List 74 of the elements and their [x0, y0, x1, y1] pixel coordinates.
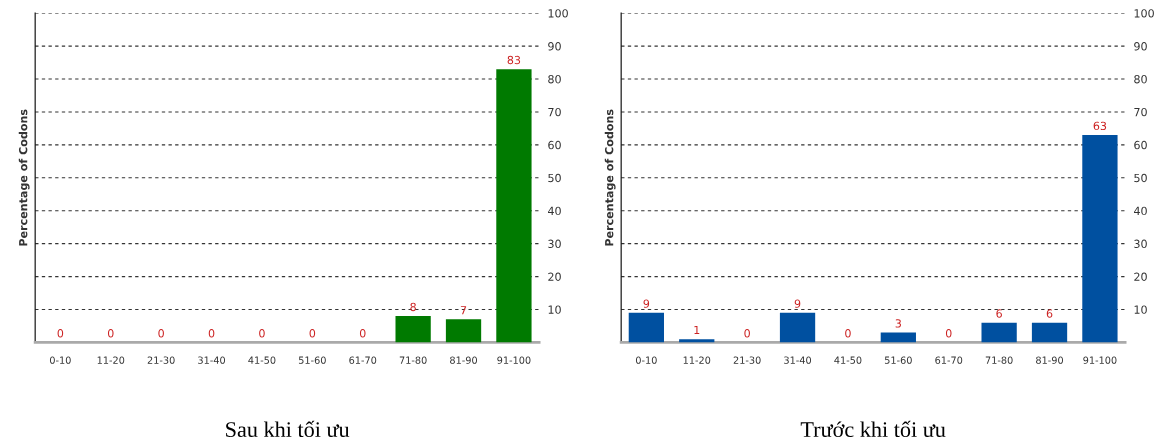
- data-label: 0: [309, 329, 316, 338]
- data-label: 1: [694, 325, 700, 335]
- data-label: 0: [259, 329, 265, 338]
- x-tick-label: 51-60: [884, 356, 912, 364]
- data-label: 0: [57, 329, 64, 338]
- x-tick-label: 41-50: [248, 356, 276, 364]
- bar: [779, 312, 816, 343]
- x-tick-label: 91-100: [1083, 356, 1117, 364]
- y-tick-label: 10: [1134, 305, 1147, 314]
- data-label: 9: [794, 299, 801, 308]
- bar: [1082, 134, 1118, 343]
- data-label: 0: [744, 329, 750, 338]
- y-tick-label: 50: [1134, 173, 1147, 183]
- y-tick-label: 60: [1134, 140, 1147, 150]
- x-tick-label: 71-80: [985, 356, 1013, 364]
- y-tick-label: 90: [548, 42, 561, 51]
- data-label: 9: [643, 299, 650, 308]
- x-tick-label: 61-70: [935, 356, 963, 364]
- bar: [496, 69, 532, 343]
- y-tick-label: 10: [548, 305, 561, 314]
- y-tick-label: 80: [1134, 74, 1147, 84]
- bar: [628, 312, 664, 343]
- data-label: 6: [996, 309, 1002, 318]
- x-tick-label: 71-80: [399, 356, 427, 364]
- data-label: 0: [208, 329, 215, 338]
- text: Trước khi tối ưu: [800, 420, 946, 438]
- data-label: 0: [845, 329, 851, 338]
- data-label: 8: [410, 302, 416, 312]
- data-label: 83: [507, 55, 521, 65]
- y-tick-label: 20: [1134, 272, 1147, 281]
- bar: [880, 332, 916, 343]
- y-tick-label: 30: [1134, 239, 1147, 249]
- y-axis-title: Percentage of Codons: [18, 109, 30, 246]
- data-label: 0: [158, 329, 164, 338]
- y-tick-label: 80: [548, 74, 561, 84]
- y-tick-label: 100: [548, 9, 568, 18]
- x-tick-label: 11-20: [683, 356, 711, 364]
- data-label: 3: [895, 319, 901, 328]
- data-label: 6: [1046, 309, 1053, 318]
- y-tick-label: 40: [548, 206, 561, 216]
- x-tick-label: 0-10: [49, 356, 71, 364]
- y-tick-label: 70: [548, 107, 561, 117]
- x-tick-label: 81-90: [1036, 356, 1064, 364]
- y-tick-label: 90: [1134, 42, 1147, 51]
- text: Sau khi tối ưu: [226, 420, 350, 438]
- x-tick-label: 61-70: [349, 356, 377, 364]
- y-tick-label: 20: [548, 272, 561, 281]
- x-tick-label: 21-30: [147, 356, 175, 364]
- y-axis-title: Percentage of Codons: [604, 109, 616, 246]
- x-tick-label: 0-10: [635, 356, 657, 364]
- data-label: 0: [359, 329, 366, 338]
- x-tick-label: 31-40: [784, 356, 812, 364]
- bar: [679, 339, 715, 343]
- data-label: 0: [107, 329, 114, 338]
- y-tick-label: 70: [1134, 107, 1147, 117]
- data-label: 63: [1093, 121, 1107, 131]
- x-tick-label: 81-90: [450, 356, 478, 364]
- bar: [445, 319, 482, 343]
- y-tick-label: 60: [548, 140, 561, 150]
- x-tick-label: 31-40: [198, 356, 226, 364]
- x-tick-label: 41-50: [834, 356, 862, 364]
- x-tick-label: 21-30: [733, 356, 761, 364]
- data-label: 0: [945, 329, 952, 338]
- x-tick-label: 11-20: [97, 356, 125, 364]
- x-tick-label: 91-100: [497, 356, 531, 364]
- bar: [395, 316, 431, 343]
- y-tick-label: 30: [548, 239, 561, 249]
- data-label: 7: [460, 306, 467, 315]
- y-tick-label: 40: [1134, 206, 1147, 216]
- y-tick-label: 50: [548, 173, 561, 183]
- x-tick-label: 51-60: [298, 356, 326, 364]
- bar: [981, 322, 1017, 343]
- bar: [1031, 322, 1068, 343]
- y-tick-label: 100: [1134, 9, 1154, 18]
